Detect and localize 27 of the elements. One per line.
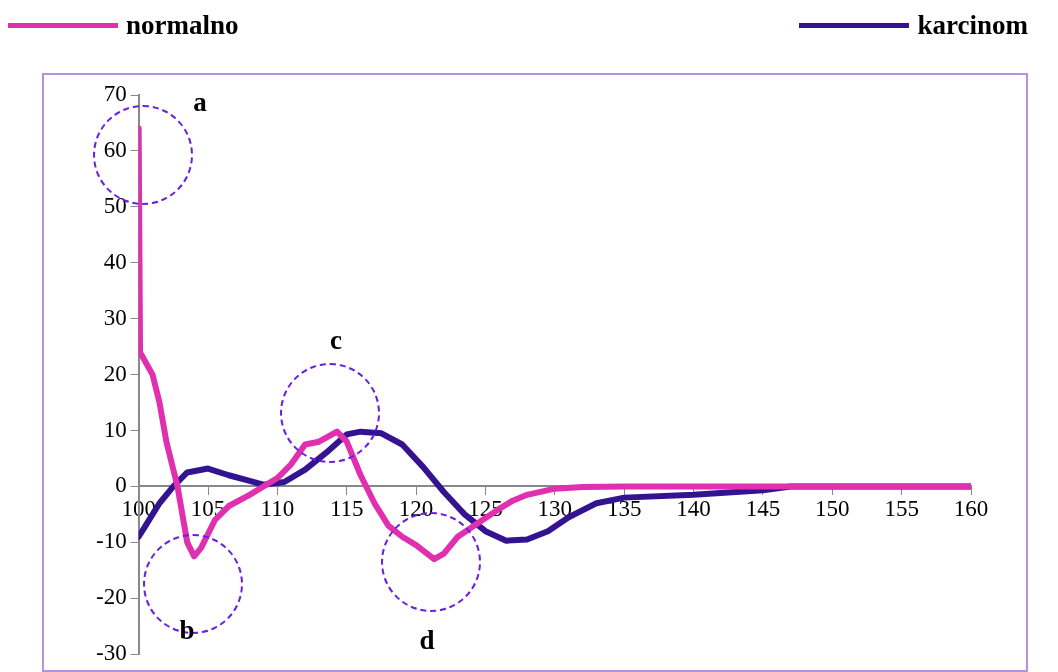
y-tick-label: 60 [103,136,127,162]
y-tick-label: 40 [103,248,127,274]
y-tick-label: -30 [95,640,127,666]
y-tick-label: 20 [103,360,127,386]
annotation: d [419,624,435,656]
y-tick-label: 10 [103,416,127,442]
y-tick-label: 30 [103,304,127,330]
x-tick-label: 140 [676,496,711,522]
x-tick-label: 160 [953,496,989,522]
annotation: a [193,86,207,118]
legend-label: normalno [126,10,239,41]
y-tick-label: 0 [115,472,127,498]
annotation: c [330,324,342,356]
y-tick-label: -20 [95,584,127,610]
x-tick-label: 150 [815,496,850,522]
x-tick-label: 145 [745,496,781,522]
legend-label: karcinom [917,10,1028,41]
x-tick-label: 130 [537,496,573,522]
y-tick-label: 70 [103,81,127,107]
y-tick-label: 50 [103,192,127,218]
x-tick-label: 120 [398,496,434,522]
x-tick-label: 115 [329,496,364,522]
annotation: b [179,614,195,646]
y-tick-label: -10 [95,528,127,554]
x-tick-label: 110 [260,496,295,522]
x-tick-label: 155 [884,496,919,522]
x-tick-label: 135 [606,496,642,522]
